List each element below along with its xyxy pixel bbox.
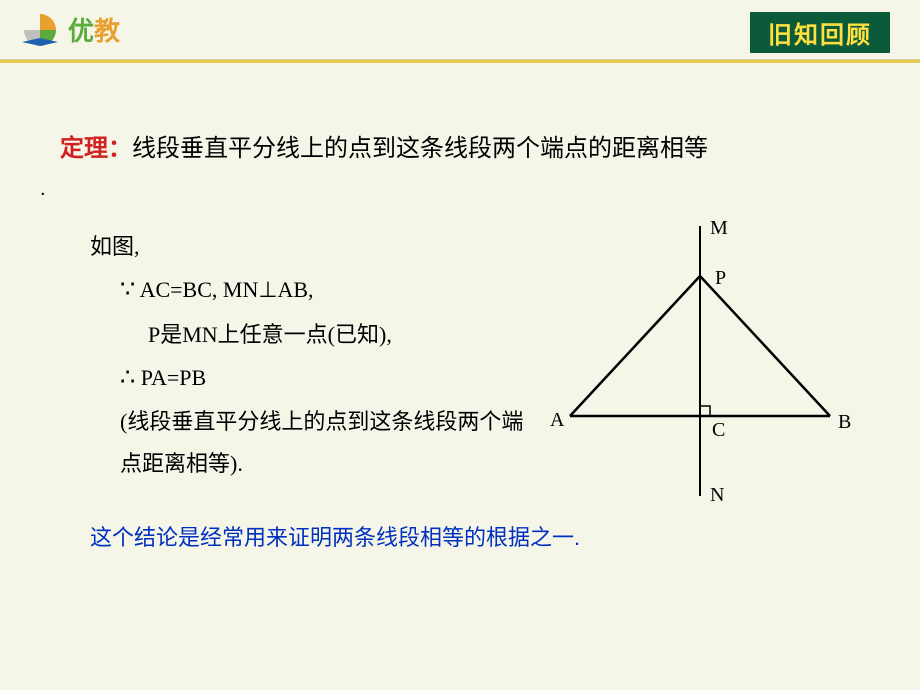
proof-line-1: 如图,: [90, 226, 540, 268]
proof-line-5: (线段垂直平分线上的点到这条线段两个端点距离相等).: [90, 401, 540, 485]
logo-char2: 教: [94, 16, 120, 46]
label-B: B: [838, 411, 851, 433]
label-A: A: [550, 409, 565, 431]
label-N: N: [710, 484, 724, 506]
theorem-label: 定理：: [60, 135, 132, 162]
line-PB: [700, 276, 830, 416]
diagram-container: M P A B C N: [540, 226, 860, 484]
geometry-diagram: M P A B C N: [540, 216, 860, 516]
proof-line-4-text: PA=PB: [135, 365, 206, 390]
section-badge: 旧知回顾: [750, 12, 890, 53]
body-section: 如图, ∵ AC=BC, MN⊥AB, P是MN上任意一点(已知), ∴ PA=…: [60, 226, 860, 484]
line-PA: [570, 276, 700, 416]
proof-line-4: ∴ PA=PB: [90, 356, 540, 402]
header: 优教 旧知回顾: [0, 0, 920, 60]
logo-text: 优教: [68, 11, 120, 48]
theorem-text: 线段垂直平分线上的点到这条线段两个端点的距离相等: [132, 135, 708, 162]
proof-text: 如图, ∵ AC=BC, MN⊥AB, P是MN上任意一点(已知), ∴ PA=…: [60, 226, 540, 484]
content-area: 定理：线段垂直平分线上的点到这条线段两个端点的距离相等 . 如图, ∵ AC=B…: [0, 60, 920, 552]
theorem-line: 定理：线段垂直平分线上的点到这条线段两个端点的距离相等: [60, 130, 860, 168]
right-angle-mark: [700, 406, 710, 416]
label-C: C: [712, 419, 725, 441]
logo-char1: 优: [68, 16, 94, 46]
logo-icon: [20, 10, 60, 50]
label-P: P: [715, 267, 726, 289]
label-M: M: [710, 217, 728, 239]
theorem-period: .: [40, 178, 860, 201]
because-symbol: ∵: [120, 277, 135, 303]
proof-line-2: ∵ AC=BC, MN⊥AB,: [90, 268, 540, 314]
conclusion-text: 这个结论是经常用来证明两条线段相等的根据之一.: [60, 520, 860, 552]
therefore-symbol: ∴: [120, 365, 135, 391]
logo: 优教: [20, 10, 120, 50]
proof-line-3: P是MN上任意一点(已知),: [90, 314, 540, 356]
proof-line-2-text: AC=BC, MN⊥AB,: [135, 277, 313, 302]
